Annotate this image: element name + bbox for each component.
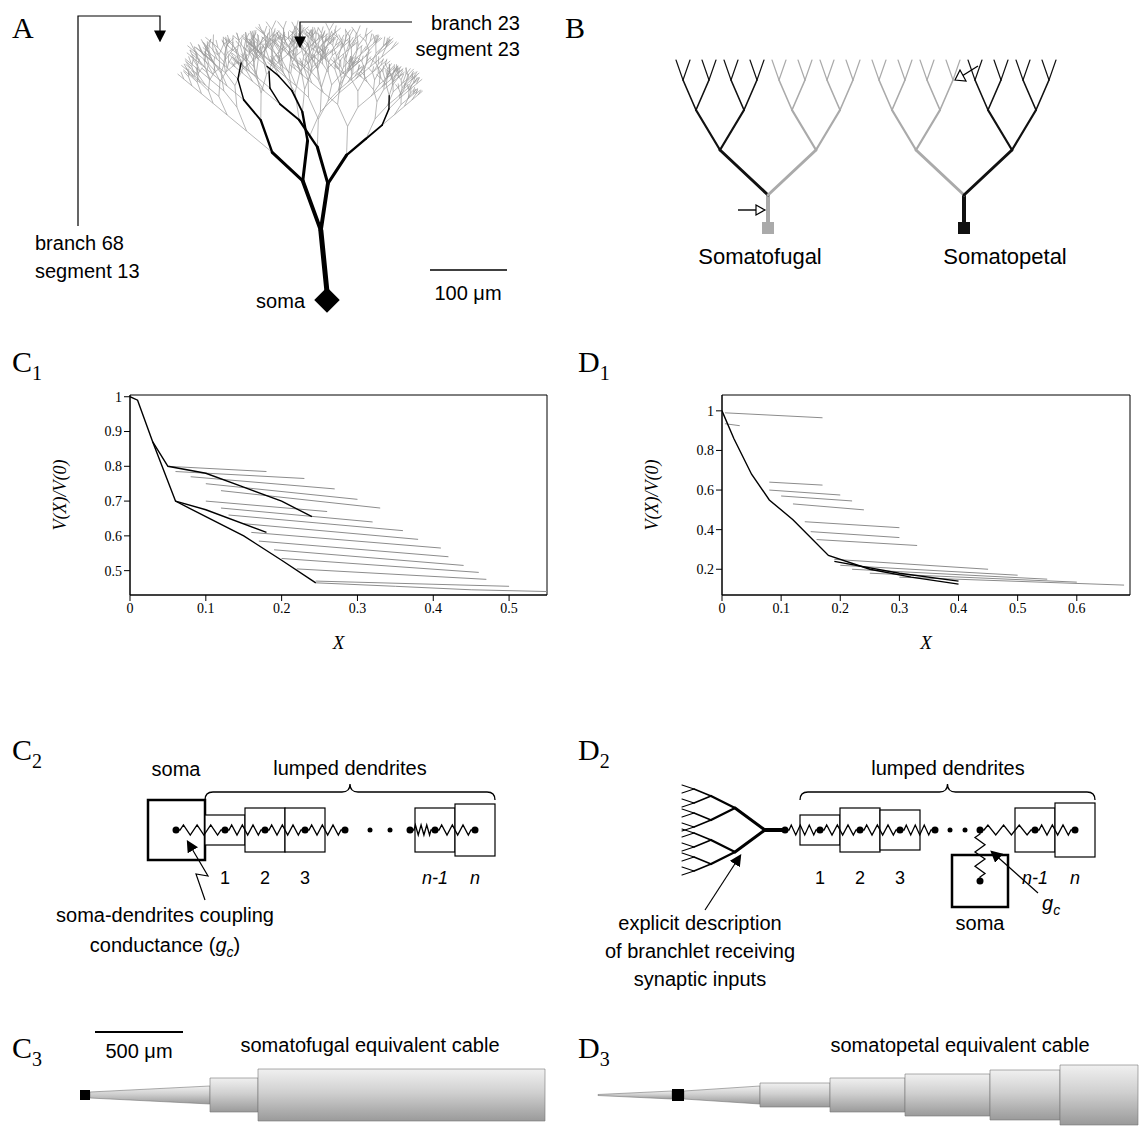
svg-text:Somatopetal: Somatopetal bbox=[943, 244, 1067, 269]
svg-text:0.3: 0.3 bbox=[349, 601, 367, 616]
svg-text:0.5: 0.5 bbox=[105, 564, 123, 579]
svg-text:0: 0 bbox=[719, 601, 726, 616]
svg-text:1: 1 bbox=[815, 868, 825, 888]
svg-text:segment 13: segment 13 bbox=[35, 260, 140, 282]
svg-text:A: A bbox=[12, 11, 34, 44]
svg-text:V(X)/V(0): V(X)/V(0) bbox=[50, 460, 71, 531]
svg-text:D1: D1 bbox=[578, 345, 610, 384]
svg-text:0.3: 0.3 bbox=[891, 601, 909, 616]
svg-text:lumped dendrites: lumped dendrites bbox=[871, 757, 1024, 779]
svg-text:0.9: 0.9 bbox=[105, 424, 123, 439]
svg-text:0.5: 0.5 bbox=[1009, 601, 1026, 616]
svg-text:1: 1 bbox=[220, 868, 230, 888]
svg-text:0.2: 0.2 bbox=[697, 562, 715, 577]
svg-text:conductance (gc): conductance (gc) bbox=[90, 934, 240, 960]
svg-text:segment 23: segment 23 bbox=[415, 38, 520, 60]
svg-text:Somatofugal: Somatofugal bbox=[698, 244, 822, 269]
svg-text:somatofugal equivalent cable: somatofugal equivalent cable bbox=[240, 1034, 499, 1056]
svg-text:0.7: 0.7 bbox=[105, 494, 123, 509]
svg-text:n: n bbox=[470, 868, 480, 888]
svg-text:soma-dendrites coupling: soma-dendrites coupling bbox=[56, 904, 274, 926]
svg-text:1: 1 bbox=[115, 390, 122, 405]
svg-text:100 μm: 100 μm bbox=[434, 282, 501, 304]
svg-text:0.2: 0.2 bbox=[273, 601, 291, 616]
svg-text:V(X)/V(0): V(X)/V(0) bbox=[642, 460, 663, 531]
svg-text:3: 3 bbox=[895, 868, 905, 888]
svg-text:gc: gc bbox=[1042, 892, 1060, 918]
svg-text:0: 0 bbox=[127, 601, 134, 616]
svg-text:D3: D3 bbox=[578, 1031, 610, 1070]
svg-text:branch 68: branch 68 bbox=[35, 232, 124, 254]
svg-text:0.6: 0.6 bbox=[1068, 601, 1086, 616]
svg-text:3: 3 bbox=[300, 868, 310, 888]
svg-text:C3: C3 bbox=[12, 1031, 42, 1070]
svg-text:soma: soma bbox=[256, 290, 306, 312]
svg-text:explicit description: explicit description bbox=[618, 912, 781, 934]
svg-text:soma: soma bbox=[152, 758, 202, 780]
svg-text:1: 1 bbox=[707, 404, 714, 419]
svg-text:0.6: 0.6 bbox=[697, 483, 715, 498]
svg-text:500 μm: 500 μm bbox=[105, 1040, 172, 1062]
svg-text:D2: D2 bbox=[578, 733, 610, 772]
svg-text:0.4: 0.4 bbox=[950, 601, 968, 616]
svg-text:0.8: 0.8 bbox=[697, 443, 715, 458]
svg-text:synaptic inputs: synaptic inputs bbox=[634, 968, 766, 990]
svg-text:C1: C1 bbox=[12, 345, 42, 384]
svg-text:lumped dendrites: lumped dendrites bbox=[273, 757, 426, 779]
svg-text:2: 2 bbox=[260, 868, 270, 888]
svg-text:0.1: 0.1 bbox=[772, 601, 790, 616]
svg-text:n: n bbox=[1070, 868, 1080, 888]
svg-text:0.6: 0.6 bbox=[105, 529, 123, 544]
svg-text:C2: C2 bbox=[12, 733, 42, 772]
svg-text:0.5: 0.5 bbox=[500, 601, 518, 616]
svg-text:B: B bbox=[565, 11, 585, 44]
svg-text:X: X bbox=[332, 632, 346, 653]
svg-text:0.2: 0.2 bbox=[832, 601, 850, 616]
svg-text:somatopetal equivalent cable: somatopetal equivalent cable bbox=[830, 1034, 1089, 1056]
svg-text:of branchlet receiving: of branchlet receiving bbox=[605, 940, 795, 962]
svg-text:n-1: n-1 bbox=[1022, 868, 1048, 888]
svg-text:0.4: 0.4 bbox=[697, 523, 715, 538]
svg-text:X: X bbox=[919, 632, 933, 653]
svg-text:soma: soma bbox=[956, 912, 1006, 934]
svg-text:0.8: 0.8 bbox=[105, 459, 123, 474]
svg-text:0.1: 0.1 bbox=[197, 601, 215, 616]
svg-text:2: 2 bbox=[855, 868, 865, 888]
svg-text:n-1: n-1 bbox=[422, 868, 448, 888]
svg-text:branch 23: branch 23 bbox=[431, 12, 520, 34]
svg-text:0.4: 0.4 bbox=[425, 601, 443, 616]
